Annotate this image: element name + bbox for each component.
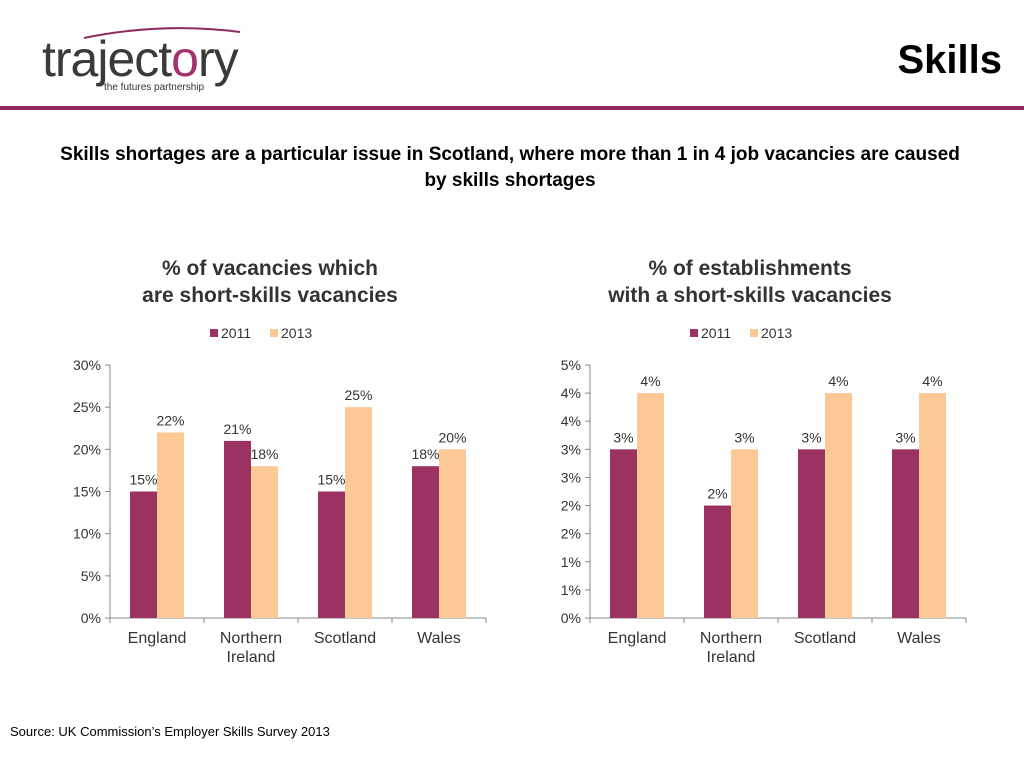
legend-swatch xyxy=(690,329,698,337)
legend-swatch xyxy=(270,329,278,337)
bar-2013 xyxy=(345,407,372,618)
data-label: 3% xyxy=(801,429,821,445)
trajectory-logo: trajectory the futures partnership xyxy=(42,26,242,98)
chart-svg: 2011 2013 0% 1% 1% 2% 2% 3% 3% 4% 4% 5% 3% 4% England 2… xyxy=(561,325,967,666)
data-label: 3% xyxy=(734,429,754,445)
y-tick-label: 5% xyxy=(81,568,101,584)
bar-2013 xyxy=(731,449,758,618)
y-tick-label: 1% xyxy=(561,582,581,598)
data-label: 4% xyxy=(640,373,660,389)
legend-label: 2011 xyxy=(221,325,251,341)
bar-2011 xyxy=(130,491,157,618)
logo-swoosh-icon xyxy=(83,27,241,39)
y-tick-label: 2% xyxy=(561,498,581,514)
legend-swatch xyxy=(210,329,218,337)
chart-vacancies: % of vacancies which are short-skills va… xyxy=(40,255,500,695)
y-tick-label: 25% xyxy=(73,399,101,415)
x-tick-label: Northern xyxy=(220,630,282,647)
x-tick-label: Wales xyxy=(897,630,941,647)
y-tick-label: 30% xyxy=(73,357,101,373)
x-tick-label: Northern xyxy=(700,630,762,647)
data-label: 15% xyxy=(317,472,345,488)
data-label: 22% xyxy=(156,412,184,428)
y-tick-label: 1% xyxy=(561,554,581,570)
y-tick-label: 0% xyxy=(561,610,581,626)
bar-2011 xyxy=(224,440,251,618)
source-note: Source: UK Commission’s Employer Skills … xyxy=(10,724,330,739)
x-tick-label: Ireland xyxy=(707,649,756,666)
chart-title: % of establishments with a short-skills … xyxy=(608,257,892,307)
header-divider xyxy=(0,106,1024,110)
logo-tagline: the futures partnership xyxy=(104,82,205,93)
chart-title: % of vacancies which are short-skills va… xyxy=(142,257,398,307)
bar-2013 xyxy=(251,466,278,618)
y-tick-label: 10% xyxy=(73,526,101,542)
bar-2013 xyxy=(637,393,664,618)
y-tick-label: 20% xyxy=(73,441,101,457)
logo-wordmark: trajectory xyxy=(42,31,239,87)
data-label: 2% xyxy=(707,486,727,502)
chart-svg: 2011 2013 0% 5% 10% 15% 20% 25% 30% 15% 22% England… xyxy=(73,325,487,666)
data-label: 4% xyxy=(828,373,848,389)
x-tick-label: England xyxy=(128,630,187,647)
legend-swatch xyxy=(750,329,758,337)
y-tick-label: 4% xyxy=(561,413,581,429)
page-title: Skills xyxy=(897,38,1002,82)
bar-2011 xyxy=(610,449,637,618)
bar-2013 xyxy=(439,449,466,618)
y-tick-label: 3% xyxy=(561,469,581,485)
chart-establishments: % of establishments with a short-skills … xyxy=(520,255,980,695)
bar-2013 xyxy=(825,393,852,618)
legend-label: 2013 xyxy=(761,325,792,341)
headline: Skills shortages are a particular issue … xyxy=(60,144,960,191)
bar-2011 xyxy=(704,505,731,618)
data-label: 18% xyxy=(250,446,278,462)
x-tick-label: Ireland xyxy=(227,649,276,666)
bar-2011 xyxy=(892,449,919,618)
bar-2011 xyxy=(412,466,439,618)
x-tick-label: England xyxy=(608,630,667,647)
y-tick-label: 3% xyxy=(561,441,581,457)
x-tick-label: Scotland xyxy=(314,630,376,647)
y-tick-label: 4% xyxy=(561,385,581,401)
legend-label: 2013 xyxy=(281,325,312,341)
y-tick-label: 15% xyxy=(73,484,101,500)
data-label: 20% xyxy=(438,429,466,445)
bar-2011 xyxy=(318,491,345,618)
bar-2013 xyxy=(919,393,946,618)
y-tick-label: 0% xyxy=(81,610,101,626)
data-label: 3% xyxy=(613,429,633,445)
data-label: 4% xyxy=(922,373,942,389)
data-label: 21% xyxy=(223,421,251,437)
bar-2013 xyxy=(157,432,184,618)
y-tick-label: 5% xyxy=(561,357,581,373)
x-tick-label: Wales xyxy=(417,630,461,647)
data-label: 25% xyxy=(344,387,372,403)
y-tick-label: 2% xyxy=(561,526,581,542)
legend-label: 2011 xyxy=(701,325,731,341)
data-label: 15% xyxy=(129,472,157,488)
bar-2011 xyxy=(798,449,825,618)
x-tick-label: Scotland xyxy=(794,630,856,647)
data-label: 3% xyxy=(895,429,915,445)
data-label: 18% xyxy=(411,446,439,462)
